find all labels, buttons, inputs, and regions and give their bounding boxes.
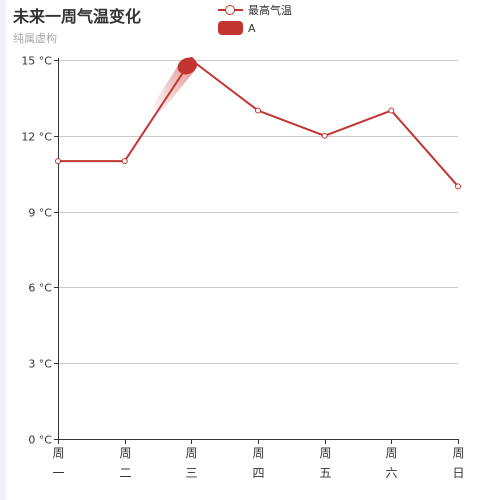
y-tick-label: 3 °C [28, 358, 52, 371]
legend-item-markpoint[interactable]: A [218, 20, 338, 36]
x-tick-label: 周六 [385, 446, 397, 480]
y-tick-label: 9 °C [28, 207, 52, 220]
left-edge-strip [0, 0, 6, 500]
data-point[interactable] [388, 107, 395, 114]
x-tick-label: 周日 [452, 446, 464, 480]
data-point[interactable] [455, 183, 461, 190]
legend-label-series: 最高气温 [248, 4, 292, 17]
x-tick-label: 周三 [185, 446, 197, 480]
data-point[interactable] [55, 158, 61, 165]
y-tick-label: 0 °C [28, 434, 52, 447]
x-tick-label: 周一 [52, 446, 64, 480]
chart-title: 未来一周气温变化 [13, 7, 142, 26]
y-tick-label: 15 °C [21, 55, 52, 68]
legend-label-markpoint: A [248, 21, 256, 35]
x-tick-label: 周四 [252, 446, 264, 480]
data-point[interactable] [121, 158, 128, 165]
markpoint-pin[interactable] [175, 55, 200, 78]
legend-item-series[interactable]: 最高气温 [218, 2, 338, 18]
pin-marker-icon [218, 21, 243, 35]
line-marker-icon [218, 3, 243, 17]
series-line [58, 59, 459, 187]
legend: 最高气温 A [218, 2, 338, 38]
x-tick-label: 周五 [319, 446, 331, 480]
data-point[interactable] [321, 132, 328, 139]
data-point[interactable] [255, 107, 261, 114]
x-tick-label: 周二 [119, 446, 131, 480]
chart-subtitle: 纯属虚构 [13, 32, 57, 45]
y-tick-label: 6 °C [28, 282, 52, 295]
y-tick-label: 12 °C [21, 131, 52, 144]
